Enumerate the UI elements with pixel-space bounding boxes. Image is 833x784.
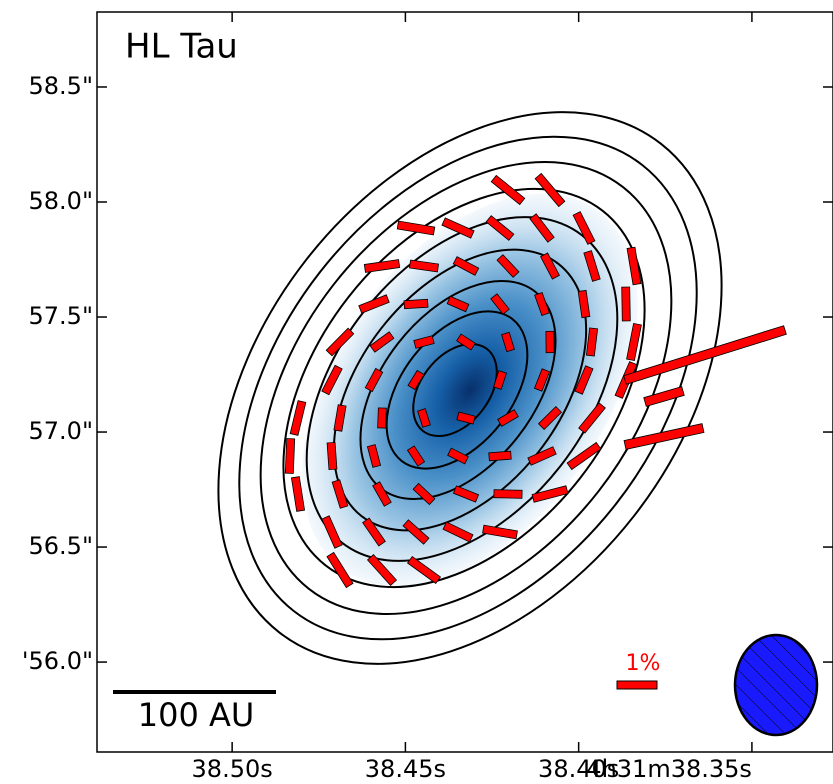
polarization-vector [327,442,337,469]
y-tick-label: 58.5" [29,72,93,100]
intensity-map [233,132,707,647]
polarization-vector [404,299,428,308]
x-tick-label: 38.50s [192,755,273,783]
y-tick-label: '56.0" [22,647,93,675]
polarization-vector [285,439,294,474]
scale-bar-label: 100 AU [138,696,255,734]
polarization-vector [622,287,631,321]
image-layer [115,16,825,761]
vector-key [617,681,657,689]
vector-key-label: 1% [626,651,661,676]
polarization-vector [494,490,522,499]
polarization-vector [489,451,511,461]
page: {"chart_data": {"type": "map", "title": … [0,0,833,784]
x-tick-label: 38.45s [365,755,446,783]
y-tick-label: 57.0" [29,417,93,445]
polarization-vector [644,387,685,407]
polarization-vector [378,408,387,428]
y-tick-label: 58.0" [29,187,93,215]
y-tick-label: 57.5" [29,302,93,330]
beam [735,635,817,735]
y-tick-label: 56.5" [29,532,93,560]
chart: HL Tau 100 AU 1% '56.0" 56.5" 57.0" 57.5" 58… [0,0,833,784]
x-tick-label: 4h31m38.35s [586,755,752,783]
polarization-vector [546,331,554,352]
chart-title: HL Tau [125,27,238,67]
polarization-vector [624,326,787,385]
